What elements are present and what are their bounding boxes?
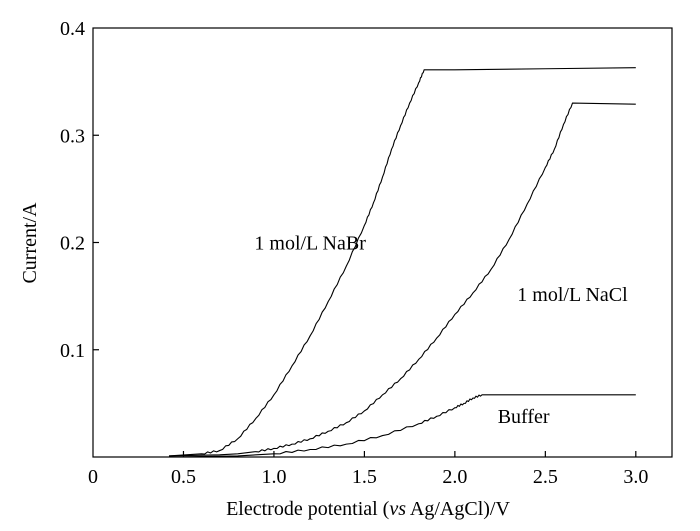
x-axis-title-suffix: Ag/AgCl)/V [406,498,510,520]
x-axis-title-prefix: Electrode potential ( [226,498,390,520]
x-tick-label: 3.0 [623,466,648,488]
series-label-1-mol-l-nabr: 1 mol/L NaBr [254,233,366,255]
series-label-1-mol-l-nacl: 1 mol/L NaCl [517,284,628,306]
x-tick-label: 1.0 [261,466,286,488]
y-tick-label: 0.2 [60,233,85,255]
y-tick-label: 0.4 [60,18,85,40]
axis-ticks [93,134,637,457]
plot-frame [92,27,673,458]
x-tick-label: 1.5 [352,466,377,488]
x-axis-title-italic: vs [389,498,406,520]
series-label-buffer: Buffer [498,406,550,428]
y-axis-title: Current/A [19,202,41,284]
series-labels: 1 mol/L NaBr 1 mol/L NaCl Buffer [254,233,628,429]
x-tick-label: 0.5 [171,466,196,488]
x-tick-label: 2.5 [533,466,558,488]
tick-labels: 0 0.5 1.0 1.5 2.0 2.5 3.0 0.1 0.2 0.3 0.4 [60,18,648,488]
y-tick-label: 0.3 [60,125,85,147]
series-lines [168,67,636,458]
series-line-1-mol-l-nacl [168,102,636,457]
x-tick-label: 0 [88,466,98,488]
x-axis-title: Electrode potential (vs Ag/AgCl)/V [226,498,510,520]
y-tick-label: 0.1 [60,340,85,362]
series-line-buffer [168,394,636,458]
x-tick-label: 2.0 [442,466,467,488]
series-line-1-mol-l-nabr [168,67,636,457]
